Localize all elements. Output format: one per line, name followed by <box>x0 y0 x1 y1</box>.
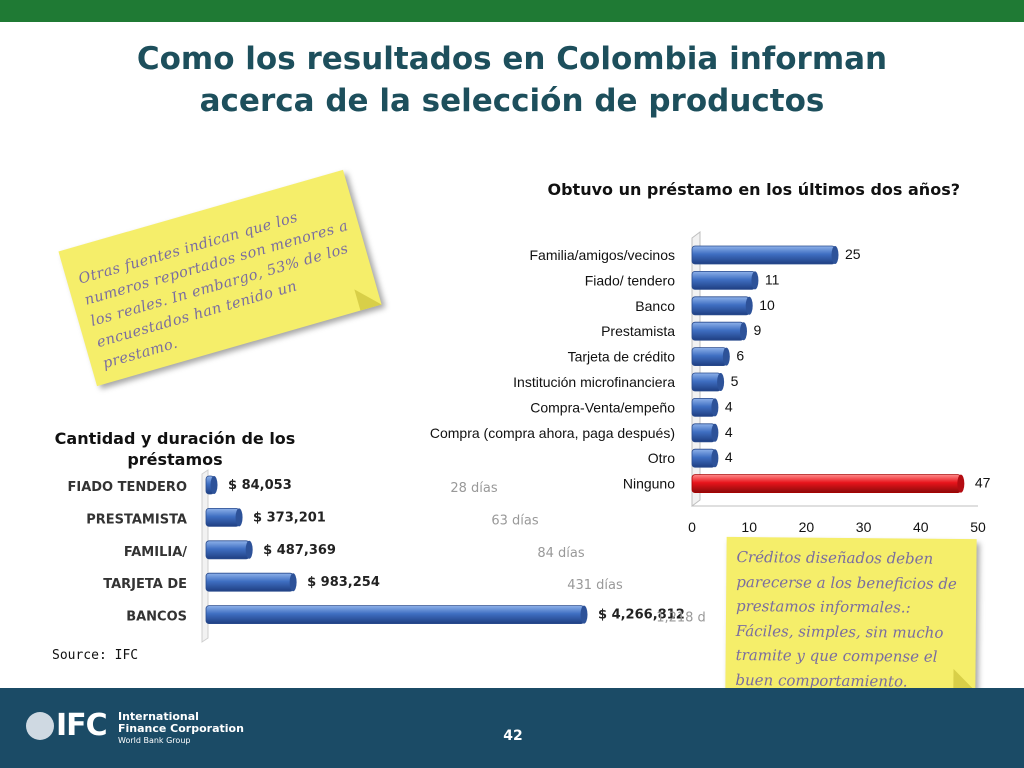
category-label-8: Otro <box>648 450 675 466</box>
footer-bar <box>0 688 1024 768</box>
small-bar-cap-0 <box>210 476 218 494</box>
bar-cap-4 <box>722 347 730 366</box>
duration-label-3: 431 días <box>567 578 623 593</box>
category-label-3: Prestamista <box>601 323 675 339</box>
bar-cap-1 <box>751 271 759 290</box>
small-category-label-0: FIADO TENDERO <box>67 480 187 495</box>
value-label-5: 5 <box>731 373 739 389</box>
value-label-0: 25 <box>845 246 861 262</box>
small-category-label-4: BANCOS <box>126 610 187 625</box>
sticky-note-bottom: Créditos diseñados deben parecerse a los… <box>725 536 977 692</box>
duration-label-0: 28 días <box>450 481 498 496</box>
bar-2 <box>691 296 750 316</box>
value-label-9: 47 <box>975 475 991 491</box>
small-bar-3 <box>205 572 294 592</box>
x-tick-label-2: 20 <box>799 519 815 535</box>
page-number: 42 <box>503 728 523 744</box>
small-bar-2 <box>205 540 250 560</box>
slide-title: Como los resultados en Colombia informan… <box>100 38 924 122</box>
small-category-label-3: TARJETA DE <box>103 577 187 592</box>
category-label-4: Tarjeta de crédito <box>568 349 676 365</box>
bar-cap-8 <box>711 449 719 468</box>
duration-label-2: 84 días <box>537 546 585 561</box>
logo-line2: Finance Corporation <box>118 722 244 735</box>
small-category-label-1: PRESTAMISTA <box>86 512 187 527</box>
bar-cap-0 <box>831 246 839 264</box>
small-bar-cap-3 <box>289 573 297 592</box>
value-label-3: 9 <box>753 322 761 338</box>
value-label-2: 10 <box>759 297 775 313</box>
bar-cap-6 <box>711 398 719 417</box>
category-label-9: Ninguno <box>623 476 675 492</box>
bar-0 <box>691 245 836 265</box>
value-label-4: 6 <box>736 348 744 364</box>
x-tick-label-3: 30 <box>856 519 872 535</box>
source-note: Source: IFC <box>52 648 139 663</box>
category-label-7: Compra (compra ahora, paga después) <box>430 425 675 441</box>
value-label-1: 11 <box>765 271 780 287</box>
value-label-8: 4 <box>725 449 733 465</box>
slide-title-line2: acerca de la selección de productos <box>199 83 825 119</box>
bar-cap-5 <box>717 373 725 391</box>
small-value-label-0: $ 84,053 <box>228 478 292 493</box>
small-value-label-4: $ 4,266,812 <box>598 608 685 623</box>
small-bar-cap-4 <box>580 605 588 624</box>
small-bar-4 <box>205 605 585 624</box>
category-label-6: Compra-Venta/empeño <box>530 399 675 415</box>
small-bar-cap-1 <box>235 508 243 527</box>
small-bar-1 <box>205 507 240 527</box>
category-label-0: Familia/amigos/vecinos <box>530 247 676 263</box>
main-chart-title: Obtuvo un préstamo en los últimos dos añ… <box>547 180 960 199</box>
globe-icon <box>26 712 54 740</box>
x-tick-label-4: 40 <box>913 519 929 535</box>
charts-canvas: Familia/amigos/vecinos 25 Fiado/ tendero 11… <box>67 231 991 643</box>
value-label-6: 4 <box>725 398 733 414</box>
small-category-label-2: FAMILIA/ <box>124 545 187 560</box>
logo-wordmark: International Finance Corporation World … <box>118 711 244 747</box>
secondary-chart-title: Cantidad y duración de los préstamos <box>54 429 296 469</box>
x-tick-label-0: 0 <box>688 519 696 535</box>
sticky-note-bottom-text: Créditos diseñados deben parecerse a los… <box>735 547 957 690</box>
bar-4 <box>691 347 727 367</box>
slide-title-line1: Como los resultados en Colombia informan <box>136 41 888 77</box>
ifc-logo: IFC <box>56 708 108 743</box>
small-value-label-1: $ 373,201 <box>253 510 326 525</box>
bar-3 <box>691 321 744 341</box>
bar-5 <box>691 372 722 392</box>
bar-cap-2 <box>745 296 753 315</box>
category-label-1: Fiado/ tendero <box>585 272 675 288</box>
x-tick-label-1: 10 <box>741 519 757 535</box>
small-bar-cap-2 <box>245 540 253 559</box>
logo-line3: World Bank Group <box>118 736 191 745</box>
x-tick-label-5: 50 <box>970 519 986 535</box>
duration-label-4: 1,218 d <box>656 611 706 626</box>
bar-1 <box>691 270 756 290</box>
bar-9 <box>691 474 962 494</box>
logo-line1: International <box>118 710 199 723</box>
bar-cap-7 <box>711 423 719 442</box>
small-value-label-3: $ 983,254 <box>307 575 380 590</box>
duration-label-1: 63 días <box>491 513 539 528</box>
header-bar <box>0 0 1024 22</box>
value-label-7: 4 <box>725 424 733 440</box>
bar-cap-9 <box>957 474 965 493</box>
category-label-2: Banco <box>635 298 675 314</box>
small-value-label-2: $ 487,369 <box>263 543 336 558</box>
category-label-5: Institución microfinanciera <box>513 374 675 390</box>
bar-cap-3 <box>739 322 747 341</box>
